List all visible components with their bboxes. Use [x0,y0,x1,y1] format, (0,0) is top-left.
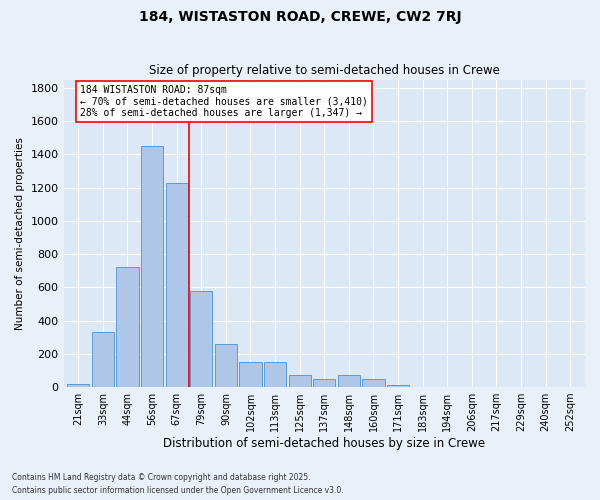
Text: 184, WISTASTON ROAD, CREWE, CW2 7RJ: 184, WISTASTON ROAD, CREWE, CW2 7RJ [139,10,461,24]
Bar [141,146,163,387]
Bar [387,386,409,387]
Bar [289,376,311,387]
X-axis label: Distribution of semi-detached houses by size in Crewe: Distribution of semi-detached houses by … [163,437,485,450]
Text: 184 WISTASTON ROAD: 87sqm
← 70% of semi-detached houses are smaller (3,410)
28% : 184 WISTASTON ROAD: 87sqm ← 70% of semi-… [80,84,368,117]
Bar [362,379,385,387]
Bar [313,379,335,387]
Bar [215,344,237,387]
Bar [190,290,212,387]
Bar [264,362,286,387]
Bar [239,362,262,387]
Bar [92,332,114,387]
Title: Size of property relative to semi-detached houses in Crewe: Size of property relative to semi-detach… [149,64,500,77]
Bar [67,384,89,387]
Bar [116,268,139,387]
Bar [166,182,188,387]
Bar [338,376,360,387]
Text: Contains HM Land Registry data © Crown copyright and database right 2025.
Contai: Contains HM Land Registry data © Crown c… [12,474,344,495]
Y-axis label: Number of semi-detached properties: Number of semi-detached properties [15,137,25,330]
